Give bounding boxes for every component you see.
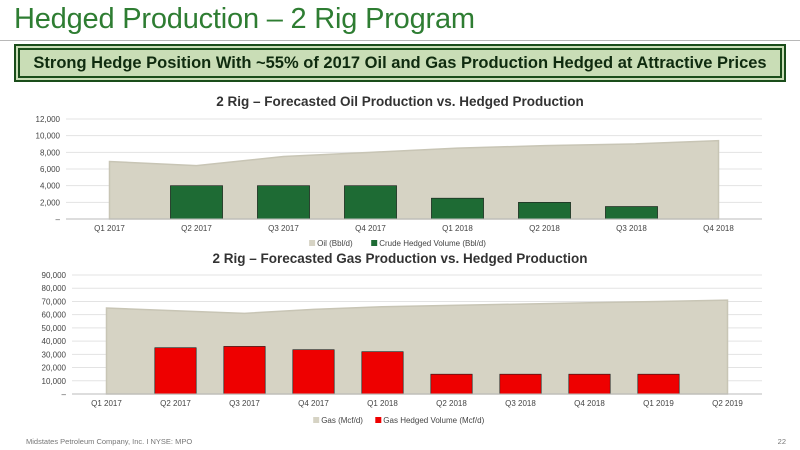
legend-label-bar: Gas Hedged Volume (Mcf/d) <box>383 416 484 425</box>
y-tick-label: 10,000 <box>42 377 67 386</box>
x-tick-label: Q4 2017 <box>355 224 386 233</box>
y-tick-label: – <box>56 215 61 224</box>
legend-swatch-area <box>313 417 320 423</box>
gas-production-chart: 2 Rig – Forecasted Gas Production vs. He… <box>0 250 800 432</box>
y-tick-label: 2,000 <box>40 198 61 207</box>
x-tick-label: Q4 2018 <box>574 399 605 408</box>
hedged-bar <box>344 185 397 220</box>
y-tick-label: 70,000 <box>42 297 67 306</box>
page-number: 22 <box>777 437 786 446</box>
hedged-bar <box>605 206 658 220</box>
x-tick-label: Q2 2017 <box>160 399 191 408</box>
footer-company: Midstates Petroleum Company, Inc. I NYSE… <box>26 437 193 446</box>
y-tick-label: 4,000 <box>40 182 61 191</box>
chart-title: 2 Rig – Forecasted Oil Production vs. He… <box>216 94 584 109</box>
x-tick-label: Q1 2018 <box>367 399 398 408</box>
x-tick-label: Q3 2018 <box>505 399 536 408</box>
x-tick-label: Q3 2017 <box>229 399 260 408</box>
x-tick-label: Q2 2018 <box>436 399 467 408</box>
hedged-bar <box>223 346 266 395</box>
legend-swatch-area <box>309 240 316 246</box>
chart-title: 2 Rig – Forecasted Gas Production vs. He… <box>212 251 587 266</box>
legend-label-area: Oil (Bbl/d) <box>317 239 353 248</box>
x-tick-label: Q2 2019 <box>712 399 743 408</box>
slide-title: Hedged Production – 2 Rig Program <box>14 3 475 35</box>
hedged-bar <box>154 347 197 395</box>
y-tick-label: 10,000 <box>36 132 61 141</box>
hedged-bar <box>257 185 310 220</box>
legend-swatch-bar <box>375 417 382 423</box>
y-tick-label: 6,000 <box>40 165 61 174</box>
area-series-1 <box>105 299 729 395</box>
y-tick-label: 60,000 <box>42 311 67 320</box>
x-tick-label: Q3 2018 <box>616 224 647 233</box>
y-tick-label: 30,000 <box>42 350 67 359</box>
title-divider <box>0 40 800 41</box>
hedged-bar <box>170 185 223 220</box>
x-tick-label: Q2 2017 <box>181 224 212 233</box>
hedged-bar <box>518 202 571 220</box>
y-tick-label: 8,000 <box>40 148 61 157</box>
gas-chart-svg: 2 Rig – Forecasted Gas Production vs. He… <box>42 251 762 425</box>
x-tick-label: Q3 2017 <box>268 224 299 233</box>
y-tick-label: 90,000 <box>42 271 67 280</box>
x-tick-label: Q1 2017 <box>94 224 125 233</box>
x-tick-label: Q1 2019 <box>643 399 674 408</box>
y-tick-label: – <box>62 390 67 399</box>
x-tick-label: Q4 2017 <box>298 399 329 408</box>
y-tick-label: 12,000 <box>36 115 61 124</box>
y-tick-label: 20,000 <box>42 364 67 373</box>
hedged-bar <box>430 373 473 395</box>
hedged-bar <box>431 197 484 220</box>
headline-banner-text: Strong Hedge Position With ~55% of 2017 … <box>33 53 767 72</box>
y-tick-label: 40,000 <box>42 337 67 346</box>
headline-banner: Strong Hedge Position With ~55% of 2017 … <box>18 48 782 78</box>
x-tick-label: Q1 2017 <box>91 399 122 408</box>
oil-production-chart: 2 Rig – Forecasted Oil Production vs. He… <box>0 88 800 250</box>
legend-label-area: Gas (Mcf/d) <box>321 416 363 425</box>
hedged-bar <box>499 373 542 395</box>
oil-chart-svg: 2 Rig – Forecasted Oil Production vs. He… <box>36 94 762 248</box>
x-tick-label: Q4 2018 <box>703 224 734 233</box>
hedged-bar <box>361 351 404 395</box>
x-tick-label: Q1 2018 <box>442 224 473 233</box>
hedged-bar <box>568 373 611 395</box>
legend-label-bar: Crude Hedged Volume (Bbl/d) <box>379 239 486 248</box>
legend-swatch-bar <box>371 240 378 246</box>
hedged-bar <box>637 373 680 395</box>
hedged-bar <box>292 349 335 395</box>
x-tick-label: Q2 2018 <box>529 224 560 233</box>
y-tick-label: 50,000 <box>42 324 67 333</box>
y-tick-label: 80,000 <box>42 284 67 293</box>
